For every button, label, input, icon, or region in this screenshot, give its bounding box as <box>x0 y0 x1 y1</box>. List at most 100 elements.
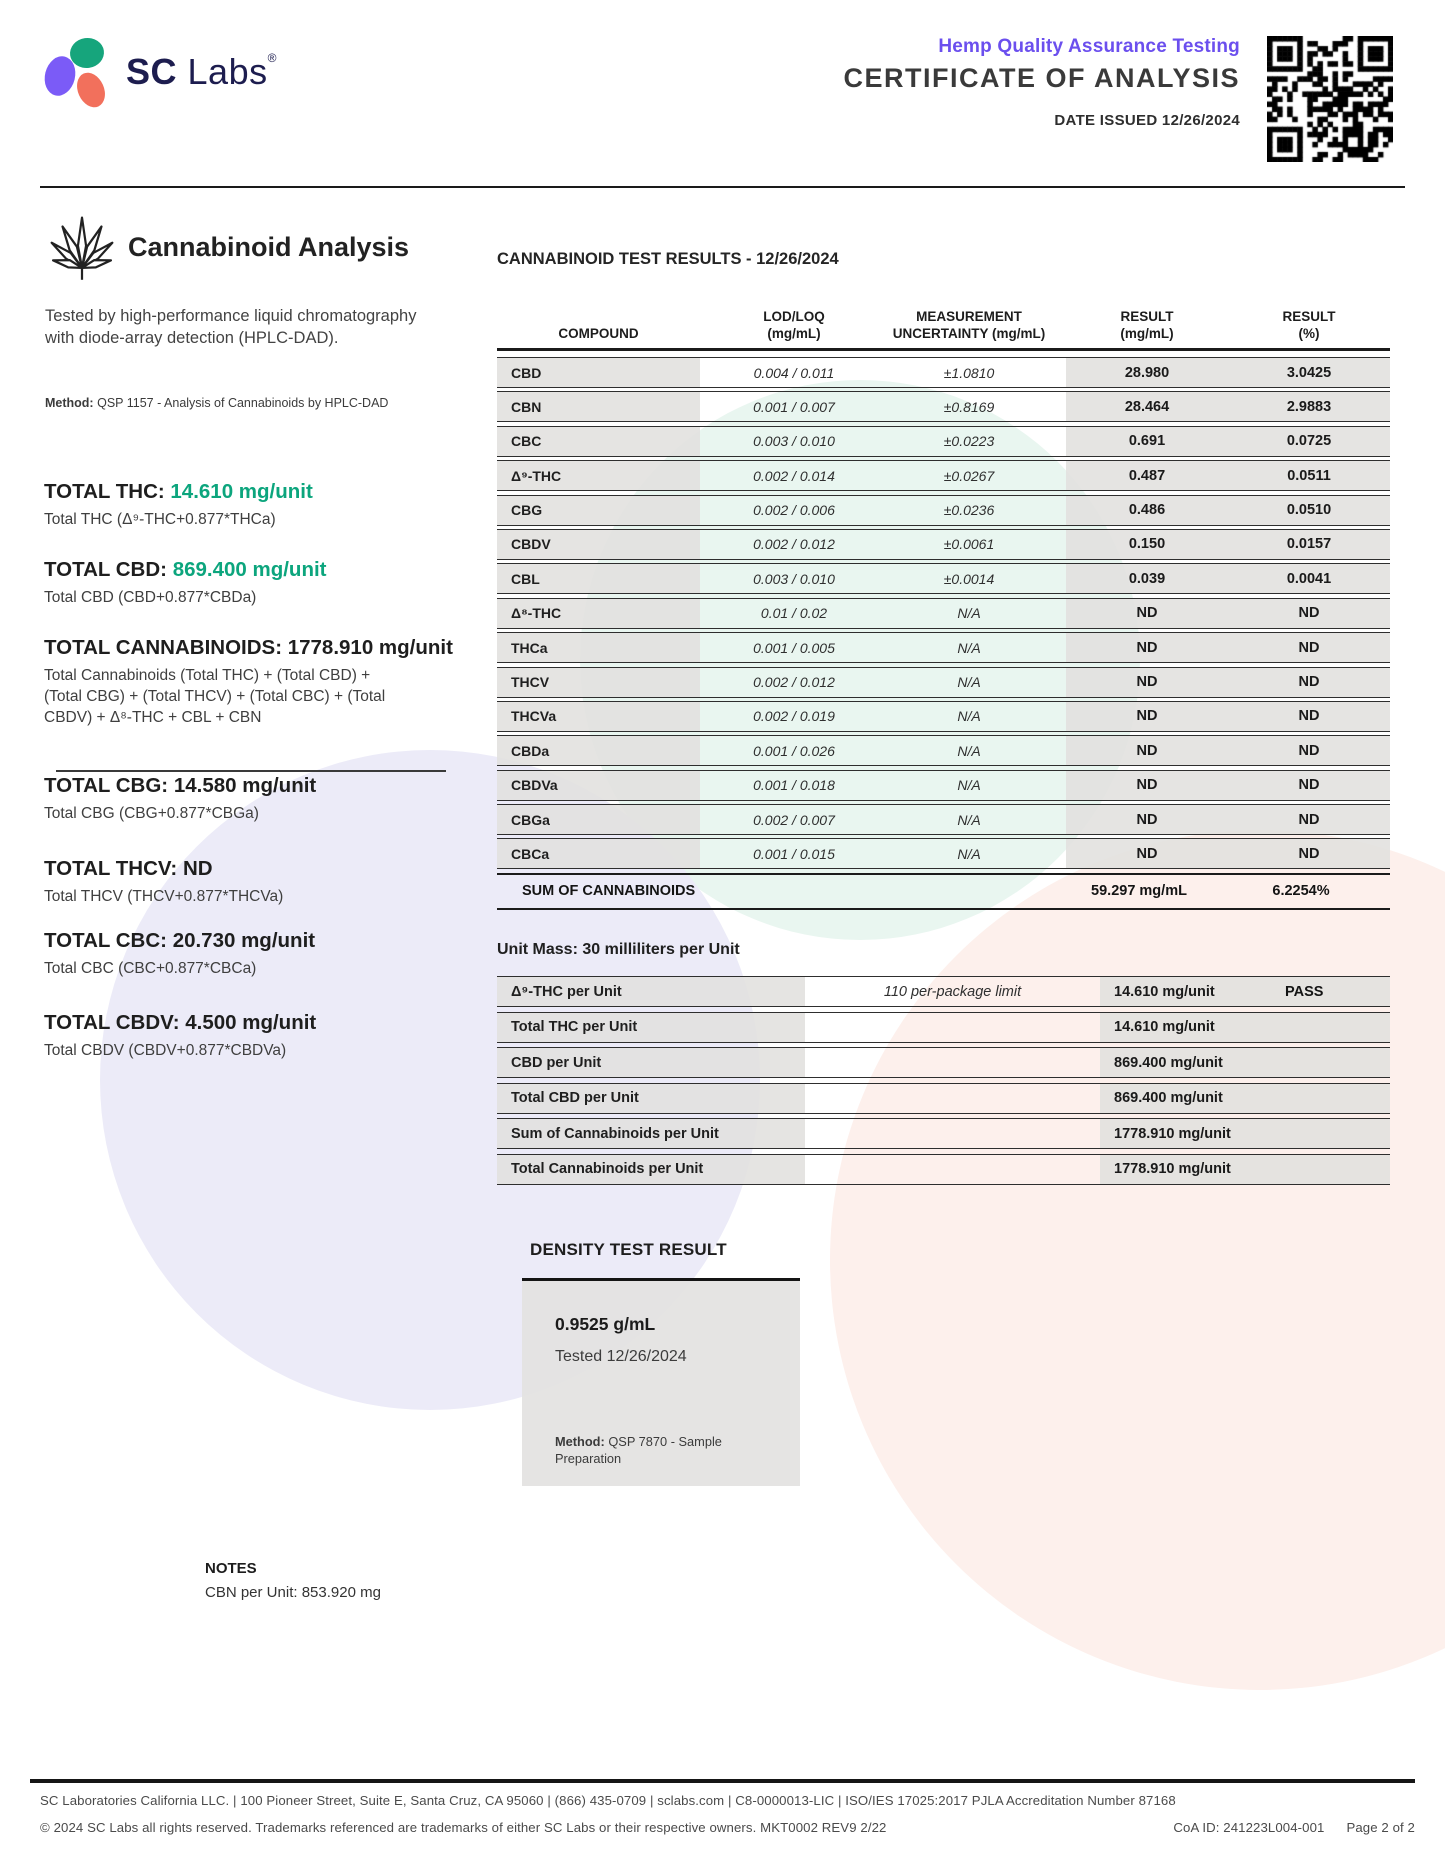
result-pct-cell: 0.0725 <box>1286 433 1332 450</box>
column-header: COMPOUND <box>558 326 639 341</box>
mid-zone: 0.002 / 0.012 N/A <box>708 668 1058 697</box>
result-mg-cell: 0.486 <box>1128 502 1166 519</box>
lod-loq-cell: 0.004 / 0.011 <box>753 364 835 381</box>
table-row: CBL 0.003 / 0.010 ±0.0014 0.039 0.0041 <box>497 563 1390 595</box>
unit-value-zone: 14.610 mg/unit <box>1100 1012 1390 1042</box>
lod-loq-cell: 0.002 / 0.012 <box>753 674 835 691</box>
cell-gap <box>1093 1084 1100 1113</box>
mid-zone: 0.002 / 0.014 ±0.0267 <box>708 461 1058 490</box>
notes-text: CBN per Unit: 853.920 mg <box>205 1584 381 1601</box>
compound-cell: Δ⁹-THC <box>497 461 700 491</box>
result-zone: ND ND <box>1066 736 1390 766</box>
sum-result-mg: 59.297 mg/mL <box>1091 883 1187 900</box>
cell-gap <box>1058 702 1066 731</box>
result-mg-cell: ND <box>1136 742 1158 759</box>
cell-gap <box>1058 668 1066 697</box>
result-zone: 0.150 0.0157 <box>1066 529 1390 559</box>
coa-id: CoA ID: 241223L004-001 <box>1173 1820 1325 1835</box>
lod-loq-cell: 0.002 / 0.006 <box>753 502 835 519</box>
header-divider <box>40 186 1405 188</box>
limit-cell <box>812 1119 1093 1148</box>
results-table: COMPOUND LOD/LOQ (mg/mL) MEASUREMENT UNCER… <box>497 298 1390 910</box>
compound-cell: CBGa <box>497 805 700 835</box>
unit-value-zone: 869.400 mg/unit <box>1100 1083 1390 1113</box>
cell-gap <box>1058 461 1066 490</box>
total-value: 20.730 mg/unit <box>172 929 316 952</box>
table-row: CBG 0.002 / 0.006 ±0.0236 0.486 0.0510 <box>497 494 1390 526</box>
unit-mass-row: Total Cannabinoids per Unit 1778.910 mg/u… <box>497 1153 1390 1185</box>
unit-value-zone: 1778.910 mg/unit <box>1100 1119 1390 1149</box>
cell-gap <box>700 599 708 628</box>
total-value: 14.610 mg/unit <box>170 480 313 503</box>
result-zone: ND ND <box>1066 701 1390 731</box>
uncertainty-cell: N/A <box>957 742 981 759</box>
lod-loq-cell: 0.001 / 0.005 <box>753 639 835 656</box>
result-pct-cell: ND <box>1298 639 1320 656</box>
uncertainty-cell: N/A <box>957 605 981 622</box>
result-zone: 0.487 0.0511 <box>1066 461 1390 491</box>
total-item: TOTAL CBG: 14.580 mg/unit Total CBG (CBG+… <box>44 772 484 824</box>
table-row: CBDa 0.001 / 0.026 N/A ND ND <box>497 735 1390 767</box>
cell-gap <box>1058 427 1066 456</box>
lod-loq-cell: 0.002 / 0.007 <box>753 811 835 828</box>
notes-heading: NOTES <box>205 1560 257 1577</box>
lod-loq-cell: 0.001 / 0.007 <box>753 398 835 415</box>
pass-badge: PASS <box>1285 983 1324 1000</box>
total-item: TOTAL THC: 14.610 mg/unit Total THC (Δ⁹-T… <box>44 478 484 530</box>
lod-loq-cell: 0.002 / 0.019 <box>753 708 835 725</box>
result-mg-cell: 0.691 <box>1128 433 1166 450</box>
mid-zone: 0.01 / 0.02 N/A <box>708 599 1058 628</box>
unit-label-cell: Total THC per Unit <box>497 1012 805 1042</box>
result-mg-cell: ND <box>1136 777 1158 794</box>
sum-result-pct: 6.2254% <box>1272 883 1330 900</box>
result-mg-cell: 0.039 <box>1128 570 1166 587</box>
lod-loq-cell: 0.003 / 0.010 <box>753 570 835 587</box>
footer-address: SC Laboratories California LLC. | 100 Pi… <box>40 1793 1176 1808</box>
result-mg-cell: ND <box>1136 845 1158 862</box>
cell-gap <box>1093 1119 1100 1148</box>
unit-value: 14.610 mg/unit <box>1114 983 1215 1000</box>
registered-mark: ® <box>267 51 277 65</box>
table-row: CBD 0.004 / 0.011 ±1.0810 28.980 3.0425 <box>497 357 1390 388</box>
total-value: ND <box>182 857 213 880</box>
limit-cell <box>812 1013 1093 1042</box>
table-row: THCVa 0.002 / 0.019 N/A ND ND <box>497 700 1390 732</box>
result-pct-cell: ND <box>1298 845 1320 862</box>
total-item: TOTAL CBC: 20.730 mg/unit Total CBC (CBC+… <box>44 927 484 979</box>
total-item: TOTAL CBD: 869.400 mg/unit Total CBD (CBD… <box>44 556 484 608</box>
result-zone: 0.486 0.0510 <box>1066 495 1390 525</box>
result-pct-cell: 0.0510 <box>1286 502 1332 519</box>
unit-label-cell: Total Cannabinoids per Unit <box>497 1154 805 1184</box>
cell-gap <box>700 668 708 697</box>
total-label: TOTAL THC: 14.610 mg/unit <box>44 480 313 503</box>
uncertainty-cell: ±1.0810 <box>943 364 995 381</box>
density-tested-date: Tested 12/26/2024 <box>555 1348 687 1365</box>
cell-gap <box>1058 839 1066 868</box>
total-value: 1778.910 mg/unit <box>287 636 453 659</box>
cell-gap <box>1093 977 1100 1006</box>
footer-divider <box>30 1779 1415 1783</box>
result-pct-cell: 3.0425 <box>1286 364 1332 381</box>
unit-mass-row: Total THC per Unit 14.610 mg/unit <box>497 1011 1390 1043</box>
mid-zone: 0.001 / 0.026 N/A <box>708 736 1058 765</box>
lod-loq-cell: 0.001 / 0.015 <box>753 845 835 862</box>
cell-gap <box>1093 1155 1100 1184</box>
cell-gap <box>805 1013 812 1042</box>
total-formula: Total CBC (CBC+0.877*CBCa) <box>44 960 257 977</box>
result-pct-cell: ND <box>1298 708 1320 725</box>
unit-value: 869.400 mg/unit <box>1114 1054 1223 1071</box>
unit-value-zone: 869.400 mg/unit <box>1100 1048 1390 1078</box>
density-box: 0.9525 g/mL Tested 12/26/2024 Method: QS… <box>522 1278 800 1486</box>
cell-gap <box>1058 392 1066 421</box>
uncertainty-cell: ±0.0236 <box>943 502 995 519</box>
mid-zone: 0.003 / 0.010 ±0.0014 <box>708 564 1058 593</box>
mid-zone: 0.001 / 0.007 ±0.8169 <box>708 392 1058 421</box>
result-pct-cell: ND <box>1298 674 1320 691</box>
uncertainty-cell: N/A <box>957 811 981 828</box>
uncertainty-cell: ±0.0014 <box>943 570 995 587</box>
brand-logo: SC Labs® <box>40 34 277 110</box>
limit-cell <box>812 1155 1093 1184</box>
table-row: Δ⁹-THC 0.002 / 0.014 ±0.0267 0.487 0.0511 <box>497 460 1390 492</box>
total-value: 4.500 mg/unit <box>185 1011 317 1034</box>
